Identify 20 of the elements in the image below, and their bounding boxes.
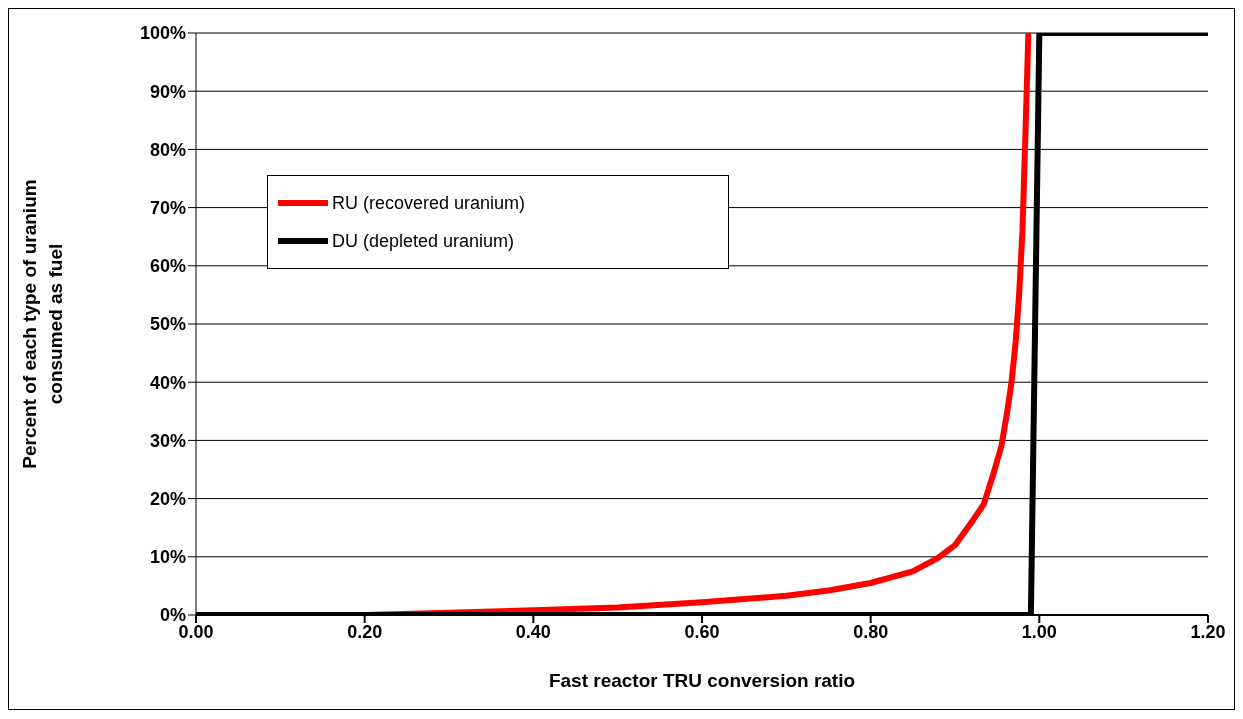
y-tick-label: 90% [149, 81, 186, 102]
x-tick-label: 1.20 [1190, 621, 1226, 642]
y-tick-label: 50% [149, 314, 186, 335]
legend-label: RU (recovered uranium) [332, 192, 526, 214]
y-tick-label: 70% [149, 197, 186, 218]
y-tick-label: 10% [149, 547, 186, 568]
x-tick-label: 1.00 [1021, 621, 1057, 642]
x-axis-title: Fast reactor TRU conversion ratio [548, 670, 856, 691]
x-tick-label: 0.40 [515, 621, 551, 642]
x-tick-label: 0.80 [853, 621, 889, 642]
y-axis-title: Percent of each type of uranium consumed as fuel [18, 178, 67, 471]
x-tick-label: 0.20 [347, 621, 383, 642]
legend-label: DU (depleted uranium) [332, 230, 515, 252]
x-tick-label: 0.60 [684, 621, 720, 642]
y-tick-label: 30% [149, 430, 186, 451]
y-tick-label: 100% [139, 23, 186, 44]
y-tick-label: 80% [149, 139, 186, 160]
y-tick-label: 20% [149, 488, 186, 509]
y-tick-label: 40% [149, 372, 186, 393]
y-tick-label: 60% [149, 256, 186, 277]
